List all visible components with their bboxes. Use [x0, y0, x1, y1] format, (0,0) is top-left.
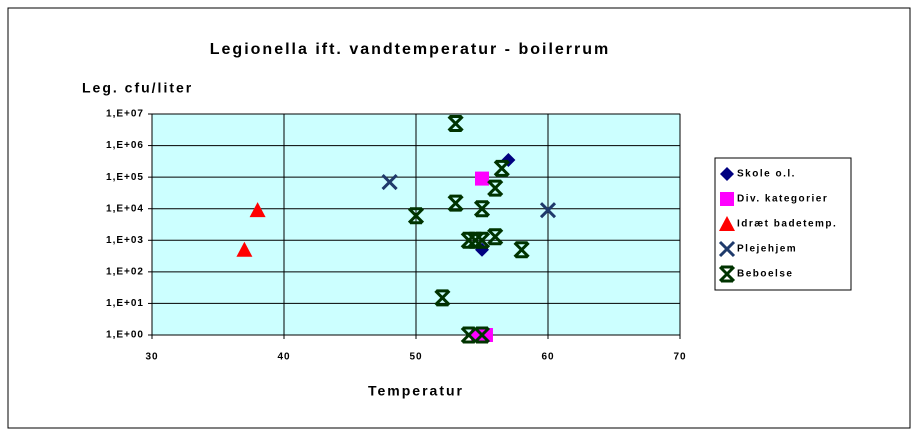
data-point	[381, 173, 398, 191]
data-point	[473, 326, 491, 344]
data-point	[460, 326, 477, 344]
data-point	[249, 202, 266, 218]
data-point	[467, 231, 484, 249]
data-point	[447, 115, 464, 133]
y-tick-label: 1,E+06	[106, 140, 144, 151]
data-point	[513, 241, 530, 259]
data-point	[539, 202, 557, 219]
legend-marker	[720, 192, 734, 206]
legend-label: Div. kategorier	[737, 194, 828, 205]
chart-title: Legionella ift. vandtemperatur - boilerr…	[210, 41, 611, 58]
data-point	[478, 328, 493, 342]
legend-marker	[719, 216, 735, 231]
x-tick-label: 70	[673, 352, 686, 363]
x-tick-label: 50	[409, 352, 422, 363]
data-point	[460, 231, 477, 249]
x-axis-title: Temperatur	[368, 383, 464, 399]
x-tick-label: 40	[277, 352, 290, 363]
legend-label: Skole o.l.	[737, 169, 796, 180]
legend-marker	[720, 167, 734, 181]
y-tick-label: 1,E+05	[106, 172, 144, 183]
y-tick-label: 1,E+02	[106, 266, 144, 277]
legend-marker	[718, 265, 736, 283]
y-tick-label: 1,E+00	[106, 330, 144, 341]
legend-label: Idræt badetemp.	[737, 219, 837, 230]
data-point	[434, 289, 451, 307]
legend-label: Plejehjem	[737, 244, 797, 255]
data-point	[487, 179, 504, 197]
data-point	[407, 207, 425, 225]
data-point	[473, 231, 491, 249]
data-point	[475, 171, 489, 186]
legend-label: Beboelse	[737, 269, 793, 280]
y-tick-label: 1,E+07	[106, 109, 144, 120]
legend-marker	[718, 240, 736, 258]
legend-box	[714, 157, 852, 291]
data-point	[473, 200, 491, 218]
data-point	[236, 241, 253, 257]
y-axis-title: Leg. cfu/liter	[82, 80, 193, 96]
data-point	[487, 228, 504, 246]
data-point	[447, 194, 464, 212]
y-tick-label: 1,E+03	[106, 235, 144, 246]
x-tick-label: 60	[541, 352, 554, 363]
y-tick-label: 1,E+04	[106, 203, 144, 214]
x-tick-label: 30	[145, 352, 158, 363]
y-tick-label: 1,E+01	[106, 298, 144, 309]
data-point	[493, 159, 510, 177]
